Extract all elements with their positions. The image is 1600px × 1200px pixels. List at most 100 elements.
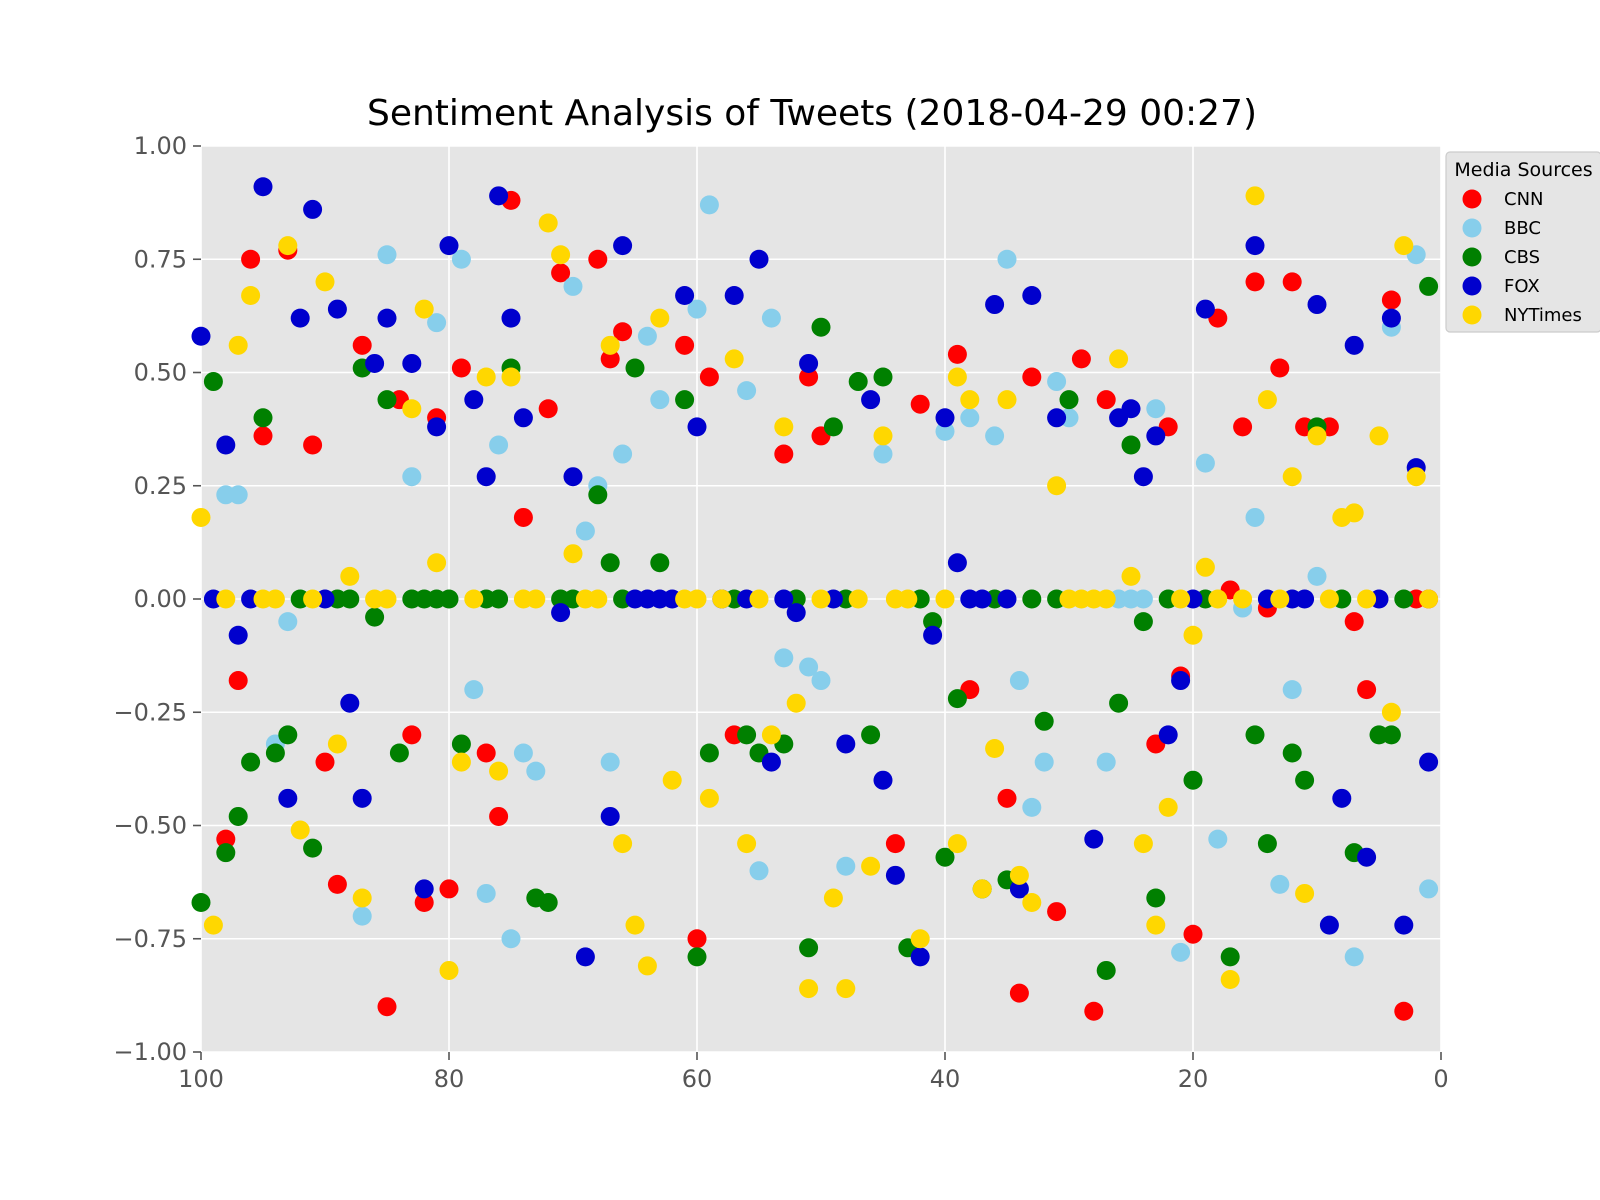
data-point bbox=[1121, 566, 1141, 586]
data-point bbox=[228, 335, 248, 355]
data-point bbox=[910, 929, 930, 949]
data-point bbox=[1245, 272, 1265, 292]
data-point bbox=[675, 335, 695, 355]
data-point bbox=[191, 507, 211, 527]
data-point bbox=[1195, 557, 1215, 577]
data-point bbox=[724, 285, 744, 305]
data-point bbox=[699, 743, 719, 763]
data-point bbox=[613, 444, 633, 464]
data-point bbox=[402, 353, 422, 373]
data-point bbox=[960, 408, 980, 428]
data-point bbox=[241, 285, 261, 305]
data-point bbox=[836, 856, 856, 876]
data-point bbox=[1257, 834, 1277, 854]
legend-box bbox=[1445, 151, 1600, 333]
data-point bbox=[1344, 335, 1364, 355]
data-point bbox=[352, 888, 372, 908]
y-tick-label: −0.75 bbox=[113, 925, 187, 953]
y-tick-label: 1.00 bbox=[134, 132, 187, 160]
y-tick-label: −0.25 bbox=[113, 698, 187, 726]
data-point bbox=[253, 177, 273, 197]
data-point bbox=[427, 553, 447, 573]
data-point bbox=[476, 883, 496, 903]
data-point bbox=[303, 589, 323, 609]
data-point bbox=[1419, 276, 1439, 296]
data-point bbox=[1047, 408, 1067, 428]
data-point bbox=[799, 657, 819, 677]
data-point bbox=[613, 236, 633, 256]
data-point bbox=[278, 612, 298, 632]
legend-title: Media Sources bbox=[1454, 159, 1592, 181]
data-point bbox=[451, 358, 471, 378]
data-point bbox=[786, 603, 806, 623]
data-point bbox=[947, 689, 967, 709]
data-point bbox=[451, 249, 471, 269]
data-point bbox=[476, 367, 496, 387]
data-point bbox=[687, 417, 707, 437]
data-point bbox=[1009, 879, 1029, 899]
data-point bbox=[551, 245, 571, 265]
data-point bbox=[377, 997, 397, 1017]
data-point bbox=[600, 553, 620, 573]
axes: 100 80 60 40 20 0 1.00 0.75 0.50 0.25 0.00 −0.25 −0.… bbox=[113, 132, 1448, 1093]
data-point bbox=[737, 381, 757, 401]
data-point bbox=[935, 589, 955, 609]
data-point bbox=[1419, 589, 1439, 609]
y-tick-label: 0.75 bbox=[134, 245, 187, 273]
data-point bbox=[1059, 390, 1079, 410]
data-point bbox=[352, 788, 372, 808]
data-point bbox=[861, 390, 881, 410]
data-point bbox=[327, 299, 347, 319]
data-point bbox=[774, 444, 794, 464]
data-point bbox=[414, 893, 434, 913]
data-point bbox=[575, 521, 595, 541]
data-point bbox=[1282, 467, 1302, 487]
data-point bbox=[303, 838, 323, 858]
data-point bbox=[1394, 1001, 1414, 1021]
data-point bbox=[662, 770, 682, 790]
data-point bbox=[1257, 390, 1277, 410]
data-point bbox=[761, 725, 781, 745]
legend-marker bbox=[1462, 247, 1482, 267]
data-point bbox=[489, 589, 509, 609]
data-point bbox=[1146, 399, 1166, 419]
data-point bbox=[972, 589, 992, 609]
data-point bbox=[1133, 612, 1153, 632]
data-point bbox=[538, 399, 558, 419]
data-point bbox=[1357, 847, 1377, 867]
data-point bbox=[278, 236, 298, 256]
data-point bbox=[675, 390, 695, 410]
data-point bbox=[203, 372, 223, 392]
data-point bbox=[365, 353, 385, 373]
data-point bbox=[427, 313, 447, 333]
data-point bbox=[1245, 507, 1265, 527]
data-point bbox=[799, 367, 819, 387]
legend-item-nytimes: NYTimes bbox=[1462, 305, 1582, 326]
data-point bbox=[551, 263, 571, 283]
data-point bbox=[1009, 865, 1029, 885]
data-point bbox=[811, 317, 831, 337]
legend-item-bbc: BBC bbox=[1462, 218, 1541, 239]
data-point bbox=[848, 589, 868, 609]
data-point bbox=[1171, 942, 1191, 962]
data-point bbox=[464, 390, 484, 410]
data-point bbox=[613, 322, 633, 342]
data-point bbox=[923, 612, 943, 632]
x-tick-label: 20 bbox=[1178, 1065, 1209, 1093]
data-point bbox=[340, 589, 360, 609]
data-point bbox=[1022, 893, 1042, 913]
data-point bbox=[799, 353, 819, 373]
data-point bbox=[823, 417, 843, 437]
data-point bbox=[1096, 390, 1116, 410]
data-point bbox=[1381, 725, 1401, 745]
data-point bbox=[402, 467, 422, 487]
data-point bbox=[774, 648, 794, 668]
x-tick-label: 0 bbox=[1433, 1065, 1448, 1093]
data-point bbox=[1369, 426, 1389, 446]
chart-title: Sentiment Analysis of Tweets (2018-04-29… bbox=[367, 93, 1257, 134]
data-point bbox=[427, 417, 447, 437]
data-point bbox=[563, 467, 583, 487]
data-point bbox=[1245, 236, 1265, 256]
data-point bbox=[1245, 186, 1265, 206]
data-point bbox=[315, 272, 335, 292]
